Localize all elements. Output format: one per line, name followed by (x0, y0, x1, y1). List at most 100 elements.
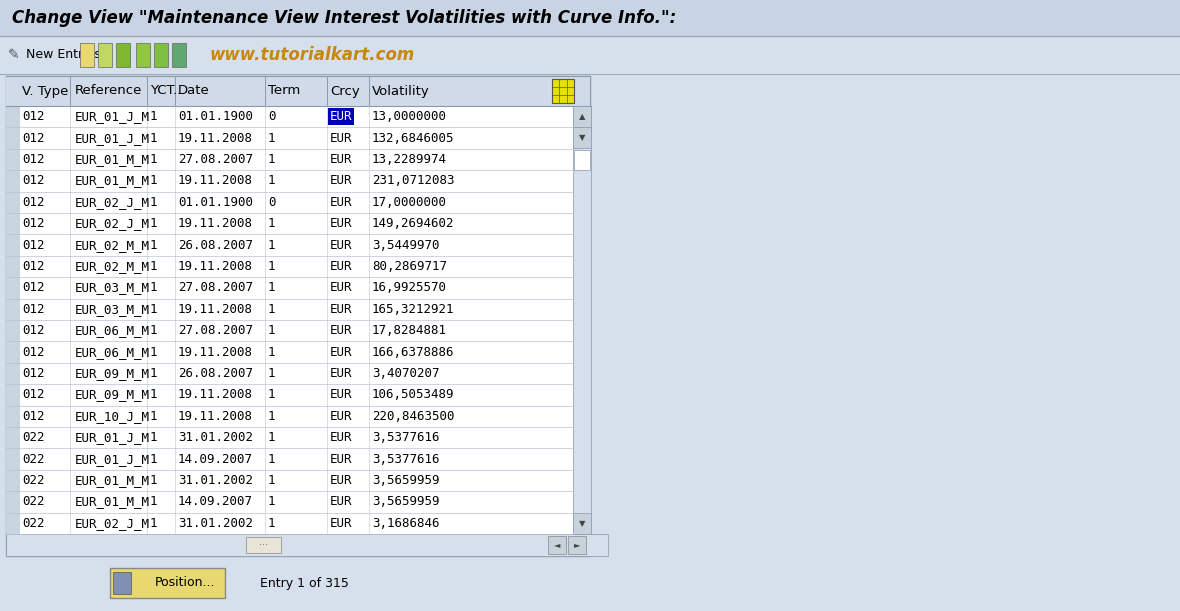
Bar (6, 513, 20, 534)
Text: EUR_01_M_M: EUR_01_M_M (76, 174, 150, 188)
Text: EUR: EUR (330, 453, 353, 466)
Text: 1: 1 (150, 153, 157, 166)
Text: ✎: ✎ (8, 48, 20, 62)
Bar (20, 192, 573, 213)
Text: 19.11.2008: 19.11.2008 (178, 410, 253, 423)
Text: EUR_01_J_M: EUR_01_J_M (76, 431, 150, 444)
Text: www.tutorialkart.com: www.tutorialkart.com (210, 46, 415, 64)
Text: 14.09.2007: 14.09.2007 (178, 453, 253, 466)
Text: Entry 1 of 315: Entry 1 of 315 (260, 577, 349, 590)
Text: 1: 1 (150, 131, 157, 145)
Text: 1: 1 (268, 239, 275, 252)
Text: 31.01.2002: 31.01.2002 (178, 431, 253, 444)
Text: 012: 012 (22, 260, 45, 273)
Text: 012: 012 (22, 217, 45, 230)
Text: Crcy: Crcy (330, 84, 360, 98)
Text: 1: 1 (150, 367, 157, 380)
Text: EUR: EUR (330, 282, 353, 295)
Text: 1: 1 (150, 174, 157, 188)
Text: 132,6846005: 132,6846005 (372, 131, 454, 145)
Text: EUR: EUR (330, 324, 353, 337)
Text: 14.09.2007: 14.09.2007 (178, 496, 253, 508)
Text: 16,9925570: 16,9925570 (372, 282, 447, 295)
Bar (6, 320, 20, 342)
Text: 012: 012 (22, 282, 45, 295)
Text: EUR: EUR (330, 303, 353, 316)
Text: 0: 0 (268, 110, 275, 123)
Text: 022: 022 (22, 474, 45, 487)
Text: EUR: EUR (330, 110, 353, 123)
Bar (573, 127, 591, 148)
Text: 19.11.2008: 19.11.2008 (178, 389, 253, 401)
Text: 0: 0 (268, 196, 275, 209)
Bar (20, 427, 573, 448)
Bar (6, 491, 20, 513)
Text: EUR: EUR (330, 474, 353, 487)
Bar (20, 448, 573, 470)
Text: 3,4070207: 3,4070207 (372, 367, 439, 380)
Text: 3,5377616: 3,5377616 (372, 431, 439, 444)
Text: 012: 012 (22, 367, 45, 380)
Text: EUR_02_J_M: EUR_02_J_M (76, 217, 150, 230)
Bar (20, 277, 573, 299)
Text: ▼: ▼ (578, 519, 585, 528)
Text: 022: 022 (22, 496, 45, 508)
Text: 1: 1 (268, 410, 275, 423)
Bar (20, 491, 573, 513)
Text: 1: 1 (150, 389, 157, 401)
Bar (6, 448, 20, 470)
Bar (573, 150, 590, 170)
Text: 26.08.2007: 26.08.2007 (178, 239, 253, 252)
Text: 1: 1 (150, 324, 157, 337)
Text: 012: 012 (22, 110, 45, 123)
Text: ◄: ◄ (553, 541, 560, 549)
Bar (6, 149, 20, 170)
Text: 1: 1 (268, 282, 275, 295)
Text: EUR_01_M_M: EUR_01_M_M (76, 153, 150, 166)
Text: New Entries: New Entries (26, 48, 100, 62)
Text: 1: 1 (268, 389, 275, 401)
Text: EUR_01_J_M: EUR_01_J_M (76, 110, 150, 123)
Bar (6, 342, 20, 363)
Text: 1: 1 (150, 431, 157, 444)
Text: 022: 022 (22, 517, 45, 530)
Text: 31.01.2002: 31.01.2002 (178, 474, 253, 487)
Text: 27.08.2007: 27.08.2007 (178, 324, 253, 337)
Bar (6, 106, 20, 128)
Bar (20, 235, 573, 256)
Text: EUR_02_M_M: EUR_02_M_M (76, 260, 150, 273)
Text: 19.11.2008: 19.11.2008 (178, 174, 253, 188)
Bar (113, 572, 131, 594)
Text: 1: 1 (150, 196, 157, 209)
Text: 1: 1 (268, 174, 275, 188)
Text: 1: 1 (268, 496, 275, 508)
Text: 149,2694602: 149,2694602 (372, 217, 454, 230)
Text: 26.08.2007: 26.08.2007 (178, 367, 253, 380)
Bar (548, 536, 566, 554)
Text: 1: 1 (268, 346, 275, 359)
Text: EUR: EUR (330, 346, 353, 359)
Text: YCT...: YCT... (150, 84, 185, 98)
Text: 1: 1 (150, 496, 157, 508)
Text: 1: 1 (150, 410, 157, 423)
Bar (6, 76, 590, 106)
Text: ···: ··· (258, 540, 268, 550)
Text: EUR: EUR (330, 367, 353, 380)
Text: EUR_02_J_M: EUR_02_J_M (76, 196, 150, 209)
Text: 1: 1 (268, 131, 275, 145)
Text: 231,0712083: 231,0712083 (372, 174, 454, 188)
Bar (6, 363, 20, 384)
Text: 31.01.2002: 31.01.2002 (178, 517, 253, 530)
Text: 1: 1 (150, 453, 157, 466)
Text: 165,3212921: 165,3212921 (372, 303, 454, 316)
Text: EUR: EUR (330, 239, 353, 252)
Bar (20, 513, 573, 534)
Text: 3,5449970: 3,5449970 (372, 239, 439, 252)
Bar (6, 256, 20, 277)
Text: 012: 012 (22, 239, 45, 252)
Bar (20, 106, 573, 128)
Text: EUR: EUR (330, 410, 353, 423)
Text: ►: ► (573, 541, 581, 549)
Bar (98, 43, 112, 67)
Bar (6, 213, 20, 235)
